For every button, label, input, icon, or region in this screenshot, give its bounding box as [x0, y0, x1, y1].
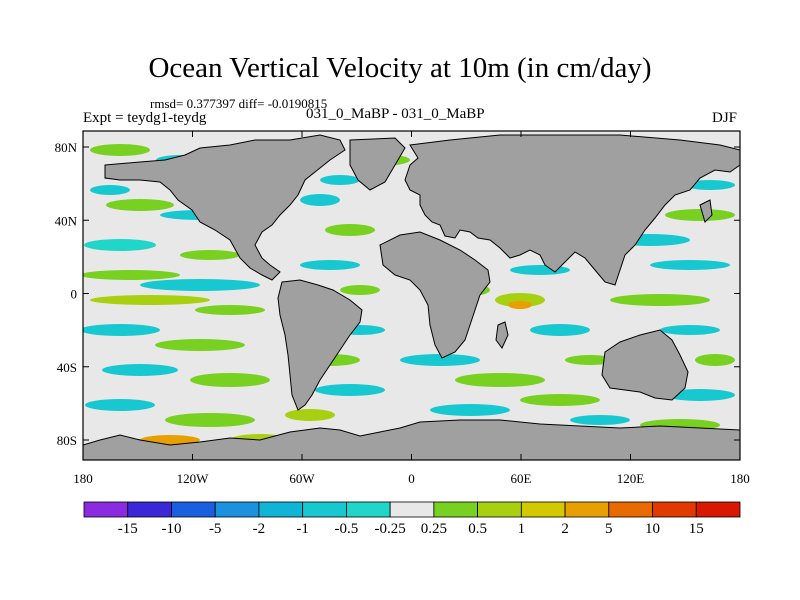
colorbar-box — [564, 501, 610, 518]
patch — [90, 185, 130, 195]
experiment-label: Expt = teydg1-teydg — [83, 110, 207, 126]
velocity-field — [83, 131, 740, 460]
x-tick-label: 180 — [73, 471, 93, 486]
eurasia-africa — [379, 134, 740, 359]
patch — [495, 293, 545, 307]
colorbar-label: -15 — [118, 521, 138, 537]
patch — [340, 285, 380, 295]
patch — [195, 305, 265, 315]
colorbar-label: 0.25 — [421, 521, 447, 537]
patch — [106, 199, 174, 211]
patch — [610, 294, 710, 306]
madagascar — [495, 321, 509, 349]
x-tick-label: 60E — [511, 471, 532, 486]
patch — [320, 175, 360, 185]
colorbar-label: 10 — [645, 521, 660, 537]
patch — [180, 250, 240, 260]
patch — [695, 354, 735, 366]
y-tick-label: 80S — [57, 433, 77, 448]
colorbar-label: -1 — [296, 521, 309, 537]
patch — [325, 224, 375, 236]
sea-of-okhotsk-island — [699, 199, 713, 223]
colorbar-box — [214, 501, 260, 518]
colorbar: -15 -10 -5 -2 -1 -0.5 -0.25 0.25 0.5 1 2 5 10 15 — [83, 501, 741, 537]
patch — [508, 301, 532, 309]
colorbar-box — [608, 501, 653, 518]
y-tick-label: 40S — [57, 360, 77, 375]
colorbar-label: 2 — [561, 521, 569, 537]
patch — [570, 415, 630, 425]
patch — [140, 279, 260, 291]
x-tick-label: 60W — [289, 471, 315, 486]
y-tick-label: 0 — [71, 287, 78, 302]
colorbar-box — [389, 501, 435, 518]
patch — [660, 325, 720, 335]
patch — [430, 404, 510, 416]
patch — [300, 194, 340, 206]
colorbar-box — [433, 501, 479, 518]
patch — [315, 384, 385, 396]
colorbar-label: -0.25 — [375, 521, 406, 537]
x-tick-label: 0 — [408, 471, 415, 486]
colorbar-box — [520, 501, 566, 518]
colorbar-box — [171, 501, 216, 518]
patch — [685, 180, 735, 190]
colorbar-label: 5 — [605, 521, 613, 537]
patch — [665, 209, 735, 221]
patch — [285, 409, 335, 421]
colorbar-label: 0.5 — [468, 521, 487, 537]
chart-title: Ocean Vertical Velocity at 10m (in cm/da… — [148, 52, 652, 84]
antarctica — [83, 419, 740, 460]
x-tick-label: 120E — [617, 471, 645, 486]
season-label: DJF — [712, 110, 738, 126]
australia — [601, 329, 689, 401]
colorbar-label: -2 — [253, 521, 266, 537]
patch — [165, 413, 255, 427]
x-tick-label: 120W — [177, 471, 210, 486]
colorbar-box — [258, 501, 304, 518]
colorbar-box — [695, 501, 741, 518]
patch — [650, 260, 730, 270]
colorbar-box — [83, 501, 129, 518]
colorbar-label: -5 — [209, 521, 222, 537]
colorbar-label: -10 — [161, 521, 181, 537]
colorbar-box — [127, 501, 172, 518]
colorbar-label: 15 — [689, 521, 704, 537]
north-america — [104, 134, 346, 281]
y-axis: 80N 40N 0 40S 80S — [55, 140, 740, 448]
colorbar-box — [652, 501, 697, 518]
patch — [90, 295, 210, 305]
x-axis: 180 120W 60W 0 60E 120E 180 — [73, 131, 750, 486]
comparison-label: 031_0_MaBP - 031_0_MaBP — [306, 106, 485, 122]
patch — [155, 339, 245, 351]
y-tick-label: 40N — [55, 213, 78, 228]
patch — [530, 324, 590, 336]
greenland — [349, 137, 406, 191]
patch — [84, 239, 156, 251]
patch — [300, 260, 360, 270]
colorbar-box — [477, 501, 522, 518]
patch — [665, 389, 735, 401]
x-tick-label: 180 — [730, 471, 750, 486]
colorbar-box — [345, 501, 391, 518]
patch — [83, 324, 160, 336]
patch — [400, 354, 480, 366]
south-america — [277, 279, 363, 411]
patch — [83, 270, 180, 280]
patch — [455, 373, 545, 387]
y-tick-label: 80N — [55, 140, 78, 155]
patch — [520, 394, 600, 406]
patch — [85, 399, 155, 411]
land-masses — [83, 134, 740, 460]
colorbar-label: -0.5 — [335, 521, 359, 537]
patch — [565, 355, 615, 365]
colorbar-label: 1 — [518, 521, 526, 537]
colorbar-box — [302, 501, 347, 518]
stats-label: rmsd= 0.377397 diff= -0.0190815 — [150, 96, 328, 111]
patch — [90, 144, 150, 156]
patch — [190, 373, 270, 387]
patch — [102, 364, 178, 376]
